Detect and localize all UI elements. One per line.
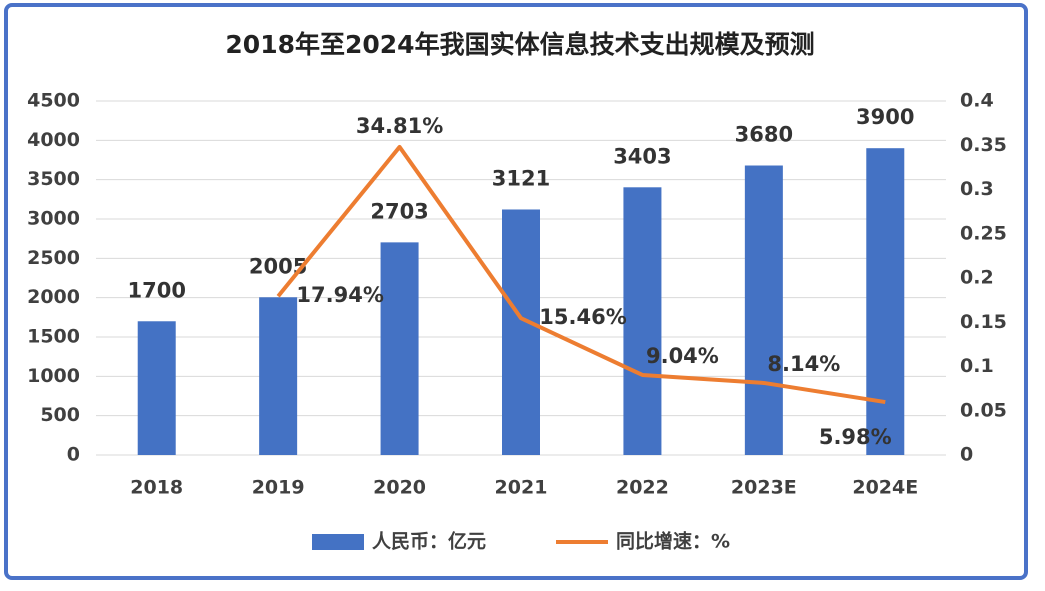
y-tick-label: 4000 (27, 129, 80, 151)
x-tick-label: 2023E (731, 477, 797, 499)
line-value-label: 9.04% (646, 344, 719, 368)
y2-tick-label: 0.2 (960, 267, 994, 289)
x-tick-label: 2024E (852, 477, 918, 499)
y-tick-label: 2500 (27, 247, 80, 269)
line-value-label: 8.14% (767, 352, 840, 376)
bar (502, 209, 540, 455)
y-tick-label: 2000 (27, 286, 80, 308)
y-tick-label: 3500 (27, 168, 80, 190)
x-tick-label: 2022 (616, 477, 669, 499)
legend-label: 同比增速：% (616, 530, 730, 553)
bar (380, 242, 419, 455)
bar-value-label: 3121 (492, 166, 550, 190)
y-tick-label: 1000 (27, 365, 80, 387)
y-tick-label: 500 (40, 404, 80, 426)
bar-value-label: 3900 (856, 105, 914, 129)
line (276, 144, 886, 405)
y-tick-label: 1500 (27, 326, 80, 348)
y-tick-label: 3000 (27, 208, 80, 230)
bar (623, 187, 662, 455)
bar (744, 165, 783, 456)
bar (866, 148, 905, 455)
y-tick-label: 0 (67, 444, 80, 466)
y2-tick-label: 0.1 (960, 355, 994, 377)
chart-title: 2018年至2024年我国实体信息技术支出规模及预测 (225, 30, 814, 59)
y2-tick-label: 0.25 (960, 222, 1007, 244)
y2-tick-label: 0 (960, 444, 973, 466)
x-tick-label: 2018 (130, 477, 183, 499)
x-tick-label: 2020 (373, 477, 426, 499)
y-tick-label: 4500 (27, 90, 80, 112)
y2-tick-label: 0.15 (960, 311, 1007, 333)
bar (137, 321, 176, 455)
line-value-label: 34.81% (356, 114, 443, 138)
bar-value-label: 3403 (613, 144, 671, 168)
y2-tick-label: 0.05 (960, 399, 1007, 421)
line-value-label: 15.46% (539, 305, 626, 329)
y2-tick-label: 0.35 (960, 134, 1007, 156)
bar-value-label: 2005 (249, 254, 307, 278)
y2-tick-label: 0.3 (960, 178, 994, 200)
bar-value-label: 2703 (370, 199, 428, 223)
y2-tick-label: 0.4 (960, 90, 994, 112)
x-tick-label: 2019 (252, 477, 305, 499)
x-tick-label: 2021 (495, 477, 548, 499)
line-value-label: 5.98% (819, 425, 892, 449)
line-value-label: 17.94% (296, 283, 383, 307)
legend-swatch (312, 534, 364, 550)
bar (259, 297, 298, 455)
legend-label: 人民币：亿元 (372, 530, 486, 553)
bar-value-label: 1700 (127, 278, 185, 302)
bar-value-label: 3680 (735, 123, 793, 147)
